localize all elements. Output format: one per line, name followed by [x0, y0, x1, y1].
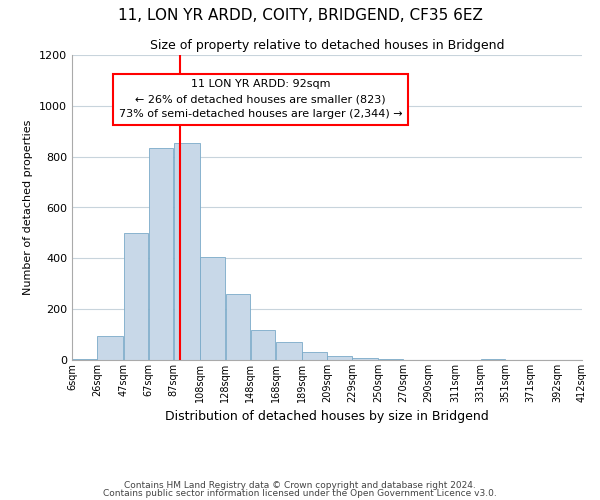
Bar	[97, 336, 123, 360]
Text: Contains HM Land Registry data © Crown copyright and database right 2024.: Contains HM Land Registry data © Crown c…	[124, 480, 476, 490]
Bar	[124, 233, 148, 360]
Bar	[251, 330, 275, 360]
Bar	[73, 358, 97, 360]
Bar	[174, 142, 200, 360]
Bar	[276, 342, 302, 360]
Text: Contains public sector information licensed under the Open Government Licence v3: Contains public sector information licen…	[103, 489, 497, 498]
Bar	[226, 294, 250, 360]
Bar	[328, 356, 352, 360]
Text: 11, LON YR ARDD, COITY, BRIDGEND, CF35 6EZ: 11, LON YR ARDD, COITY, BRIDGEND, CF35 6…	[118, 8, 482, 22]
Bar	[200, 257, 225, 360]
Bar	[379, 359, 403, 360]
Bar	[352, 358, 378, 360]
Text: 11 LON YR ARDD: 92sqm
← 26% of detached houses are smaller (823)
73% of semi-det: 11 LON YR ARDD: 92sqm ← 26% of detached …	[119, 80, 403, 119]
Bar	[302, 352, 326, 360]
Title: Size of property relative to detached houses in Bridgend: Size of property relative to detached ho…	[150, 40, 504, 52]
Y-axis label: Number of detached properties: Number of detached properties	[23, 120, 34, 295]
Bar	[149, 148, 173, 360]
X-axis label: Distribution of detached houses by size in Bridgend: Distribution of detached houses by size …	[165, 410, 489, 424]
